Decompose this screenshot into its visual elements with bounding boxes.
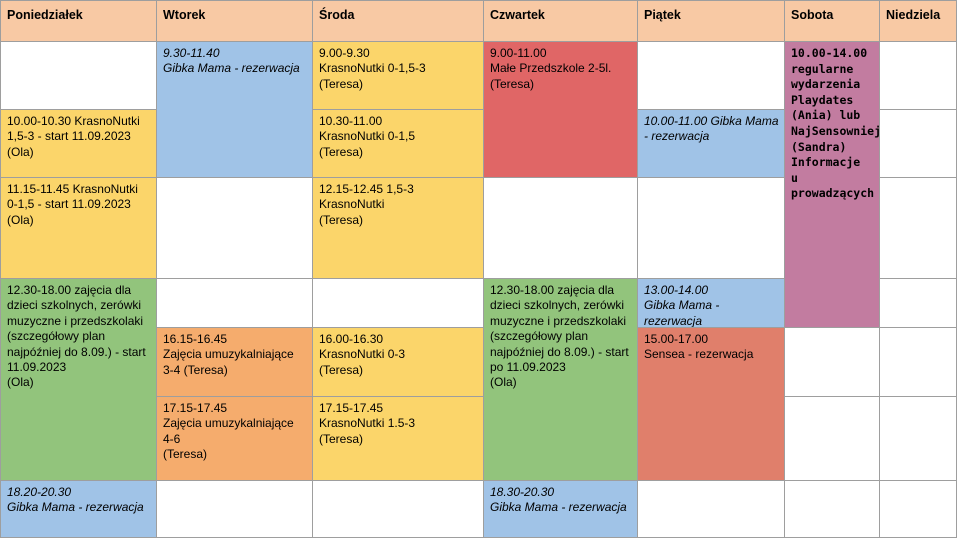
empty-cell [879,327,957,397]
empty-cell [483,177,638,279]
event-tue-umuzykalniajace-2: 17.15-17.45 Zajęcia umuzykalniające 4-6 … [156,396,313,481]
event-wed-krasnonutki-5: 17.15-17.45 KrasnoNutki 1.5-3 (Teresa) [312,396,484,481]
empty-cell [312,278,484,328]
event-tue-umuzykalniajace-1: 16.15-16.45 Zajęcia umuzykalniające 3-4 … [156,327,313,397]
event-thu-male-przedszkole: 9.00-11.00 Małe Przedszkole 2-5l. (Teres… [483,41,638,178]
header-sunday: Niedziela [879,0,957,42]
empty-cell [156,177,313,279]
event-sat-playdates: 10.00-14.00 regularne wydarzenia Playdat… [784,41,880,328]
header-saturday: Sobota [784,0,880,42]
empty-cell [879,177,957,279]
event-wed-krasnonutki-4: 16.00-16.30 KrasnoNutki 0-3 (Teresa) [312,327,484,397]
empty-cell [637,41,785,110]
empty-cell [879,41,957,110]
event-fri-gibka-mama-1: 10.00-11.00 Gibka Mama - rezerwacja [637,109,785,178]
empty-cell [637,177,785,279]
event-mon-zajecia: 12.30-18.00 zajęcia dla dzieci szkolnych… [0,278,157,481]
empty-cell [784,396,880,481]
header-wednesday: Środa [312,0,484,42]
event-tue-gibka-mama: 9.30-11.40 Gibka Mama - rezerwacja [156,41,313,178]
empty-cell [0,41,157,110]
event-wed-krasnonutki-3: 12.15-12.45 1,5-3 KrasnoNutki (Teresa) [312,177,484,279]
empty-cell [879,396,957,481]
event-wed-krasnonutki-2: 10.30-11.00 KrasnoNutki 0-1,5 (Teresa) [312,109,484,178]
empty-cell [879,109,957,178]
event-mon-gibka-mama: 18.20-20.30 Gibka Mama - rezerwacja [0,480,157,538]
empty-cell [879,480,957,538]
header-friday: Piątek [637,0,785,42]
empty-cell [156,480,313,538]
header-tuesday: Wtorek [156,0,313,42]
empty-cell [637,480,785,538]
event-wed-krasnonutki-1: 9.00-9.30 KrasnoNutki 0-1,5-3 (Teresa) [312,41,484,110]
event-thu-gibka-mama: 18.30-20.30 Gibka Mama - rezerwacja [483,480,638,538]
empty-cell [312,480,484,538]
event-fri-gibka-mama-2: 13.00-14.00 Gibka Mama - rezerwacja [637,278,785,328]
empty-cell [784,327,880,397]
empty-cell [156,278,313,328]
header-monday: Poniedziałek [0,0,157,42]
event-fri-sensea: 15.00-17.00 Sensea - rezerwacja [637,327,785,481]
event-mon-krasnonutki-2: 11.15-11.45 KrasnoNutki 0-1,5 - start 11… [0,177,157,279]
empty-cell [879,278,957,328]
event-mon-krasnonutki-1: 10.00-10.30 KrasnoNutki 1,5-3 - start 11… [0,109,157,178]
event-thu-zajecia: 12.30-18.00 zajęcia dla dzieci szkolnych… [483,278,638,481]
header-thursday: Czwartek [483,0,638,42]
empty-cell [784,480,880,538]
